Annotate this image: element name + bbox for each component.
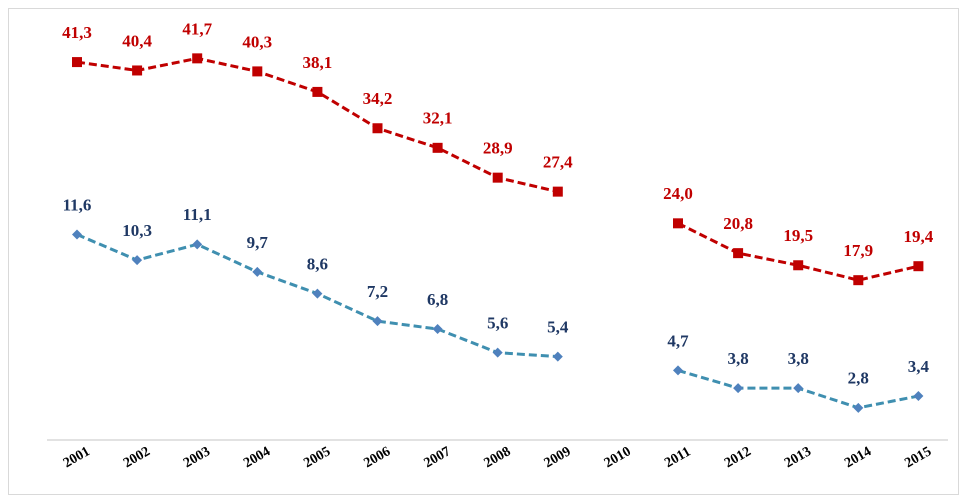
data-label: 17,9 [843,241,873,260]
marker [372,123,383,134]
data-label: 6,8 [427,290,448,309]
data-label: 41,7 [182,19,212,38]
marker [372,316,383,327]
marker [492,172,503,183]
data-label: 19,5 [783,226,813,245]
marker [72,57,82,68]
marker [853,275,864,286]
marker [853,402,864,413]
data-label: 27,4 [543,153,573,172]
marker [793,383,804,394]
data-label: 8,6 [307,254,328,273]
data-label: 9,7 [247,233,269,252]
marker [132,65,143,76]
marker [552,186,563,197]
data-label: 5,4 [547,318,569,337]
marker [673,365,683,376]
marker [673,218,683,229]
marker [733,248,744,259]
marker [913,261,924,272]
data-label: 40,3 [242,32,272,51]
data-label: 3,8 [727,349,748,368]
marker [192,53,203,64]
marker [312,288,323,299]
data-label: 24,0 [663,184,693,203]
marker [252,266,263,277]
data-label: 11,1 [183,205,212,224]
data-label: 41,3 [62,23,92,42]
data-label: 7,2 [367,282,388,301]
marker [192,239,203,250]
data-label: 2,8 [848,369,869,388]
data-label: 28,9 [483,139,513,158]
data-label: 20,8 [723,214,753,233]
data-label: 11,6 [63,195,92,214]
marker [492,347,503,358]
data-label: 40,4 [122,31,152,50]
marker [793,260,804,271]
marker [432,324,443,335]
data-label: 3,8 [788,349,809,368]
data-label: 34,2 [363,89,393,108]
marker [913,391,924,402]
data-label: 38,1 [303,53,333,72]
data-label: 5,6 [487,314,508,333]
marker [312,86,323,97]
data-label: 10,3 [122,221,152,240]
data-label: 3,4 [908,357,930,376]
marker [72,229,82,240]
data-label: 4,7 [667,331,689,350]
marker [552,351,563,362]
marker [733,383,744,394]
marker [432,142,443,153]
data-label: 19,4 [904,227,934,246]
marker [132,255,143,266]
data-label: 32,1 [423,109,453,128]
chart-border [8,8,959,495]
marker [252,66,263,77]
